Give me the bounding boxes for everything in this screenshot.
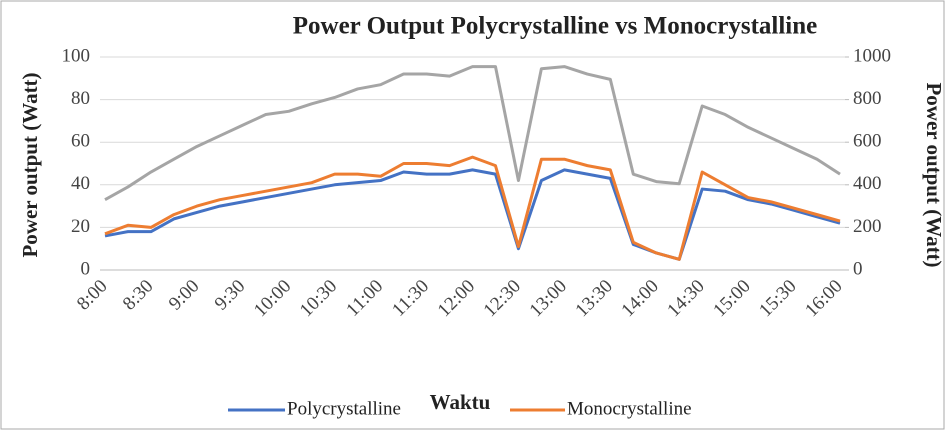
chart-title: Power Output Polycrystalline vs Monocrys… — [293, 13, 818, 40]
y-tick-label: 20 — [71, 216, 90, 237]
y-tick-label: 100 — [62, 45, 91, 66]
x-axis-title: Waktu — [430, 390, 491, 414]
y2-axis-title: Power output (Watt) — [922, 82, 945, 267]
y-tick-label: 0 — [81, 258, 91, 279]
y2-tick-label: 400 — [853, 173, 882, 194]
y-tick-label: 40 — [71, 173, 90, 194]
y-tick-label: 80 — [71, 88, 90, 109]
legend-label: Polycrystalline — [287, 398, 401, 419]
y-tick-label: 60 — [71, 131, 90, 152]
y2-tick-label: 1000 — [853, 45, 891, 66]
y2-tick-label: 600 — [853, 131, 882, 152]
series-line — [104, 168, 841, 261]
y2-tick-label: 800 — [853, 88, 882, 109]
y2-tick-label: 0 — [853, 258, 863, 279]
series-line — [104, 65, 841, 202]
series-line — [104, 155, 841, 261]
y2-tick-label: 200 — [853, 216, 882, 237]
y-axis-title: Power output (Watt) — [18, 72, 42, 257]
legend-label: Monocrystalline — [567, 398, 692, 419]
